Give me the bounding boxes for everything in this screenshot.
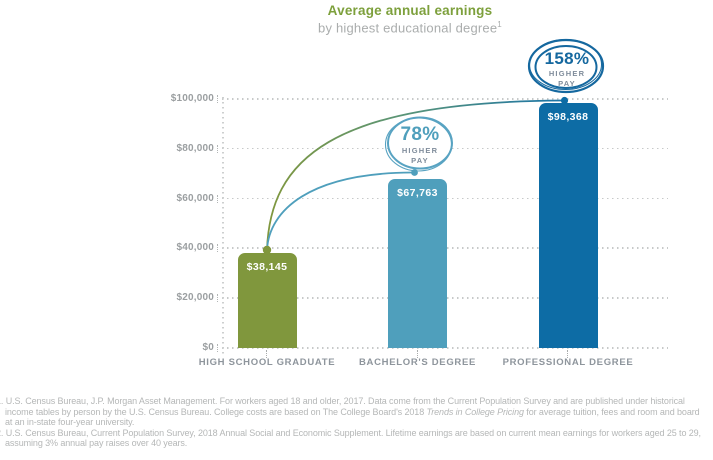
bar-bachelors-degree: $67,763 [388,179,447,348]
gridline-row: $20,000 [0,292,713,304]
badge-caption-line1: HIGHER [401,145,439,155]
badge-caption-line2: PAY [411,155,429,165]
footnote-marker: 1 [497,20,502,29]
bar-professional-degree: $98,368 [538,103,598,348]
y-axis-tick-label: $0 [202,342,214,353]
footnotes: 1. U.S. Census Bureau, J.P. Morgan Asset… [0,396,708,449]
gridline-row: $60,000 [0,193,713,205]
gridline-row: $0 [0,342,713,354]
badge-percent: 158% [544,49,590,68]
y-axis-tick-label: $80,000 [176,142,214,154]
x-axis-label-high-school: HIGH SCHOOL GRADUATE [198,357,336,368]
badge-caption-line2: PAY [558,78,576,88]
footnote-1: 1. U.S. Census Bureau, J.P. Morgan Asset… [0,396,708,428]
y-axis-tick-label: $100,000 [170,93,214,104]
gridline-row: $80,000 [0,143,713,155]
y-axis-tick-label: $40,000 [176,242,214,254]
x-axis-label-professional: PROFESSIONAL DEGREE [502,357,634,368]
y-axis-tick-label: $60,000 [176,192,214,204]
gridline [217,95,668,102]
chart-subtitle-text: by highest educational degree [318,20,498,36]
bar-value-label: $98,368 [547,111,589,124]
footnote-1-italic: Trends in College Pricing [426,406,524,417]
badge-caption-line1: HIGHER [548,68,586,78]
chart-subtitle: by highest educational degree1 [110,20,710,35]
bar-high-school-graduate: $38,145 [237,253,297,348]
footnote-1-text: 1. U.S. Census Bureau, J.P. Morgan Asset… [0,396,685,417]
y-axis-tick-label: $20,000 [176,292,214,304]
bar-value-label: $38,145 [246,261,288,274]
chart-header: Average annual earnings by highest educa… [110,3,710,35]
x-axis-label-bachelors: BACHELOR'S DEGREE [358,357,477,368]
bar-value-label: $67,763 [397,187,438,200]
gridline-row: $40,000 [0,242,713,254]
gridline-row: $100,000 [0,93,713,105]
footnote-2: 2. U.S. Census Bureau, Current Populatio… [0,427,701,449]
higher-pay-badge-158: 158% HIGHER PAY [507,50,627,87]
higher-pay-badge-78: 78% HIGHER PAY [360,125,480,164]
x-axis-tick [567,350,568,358]
footnote-1-text-end: for average tuition, fees and room and b… [5,406,700,428]
y-axis-line [222,97,224,355]
badge-percent: 78% [400,124,440,145]
curve-end-dot-bachelors [411,169,418,176]
x-axis-tick [266,350,267,358]
x-axis-tick [416,350,418,358]
chart-title: Average annual earnings [327,3,493,18]
